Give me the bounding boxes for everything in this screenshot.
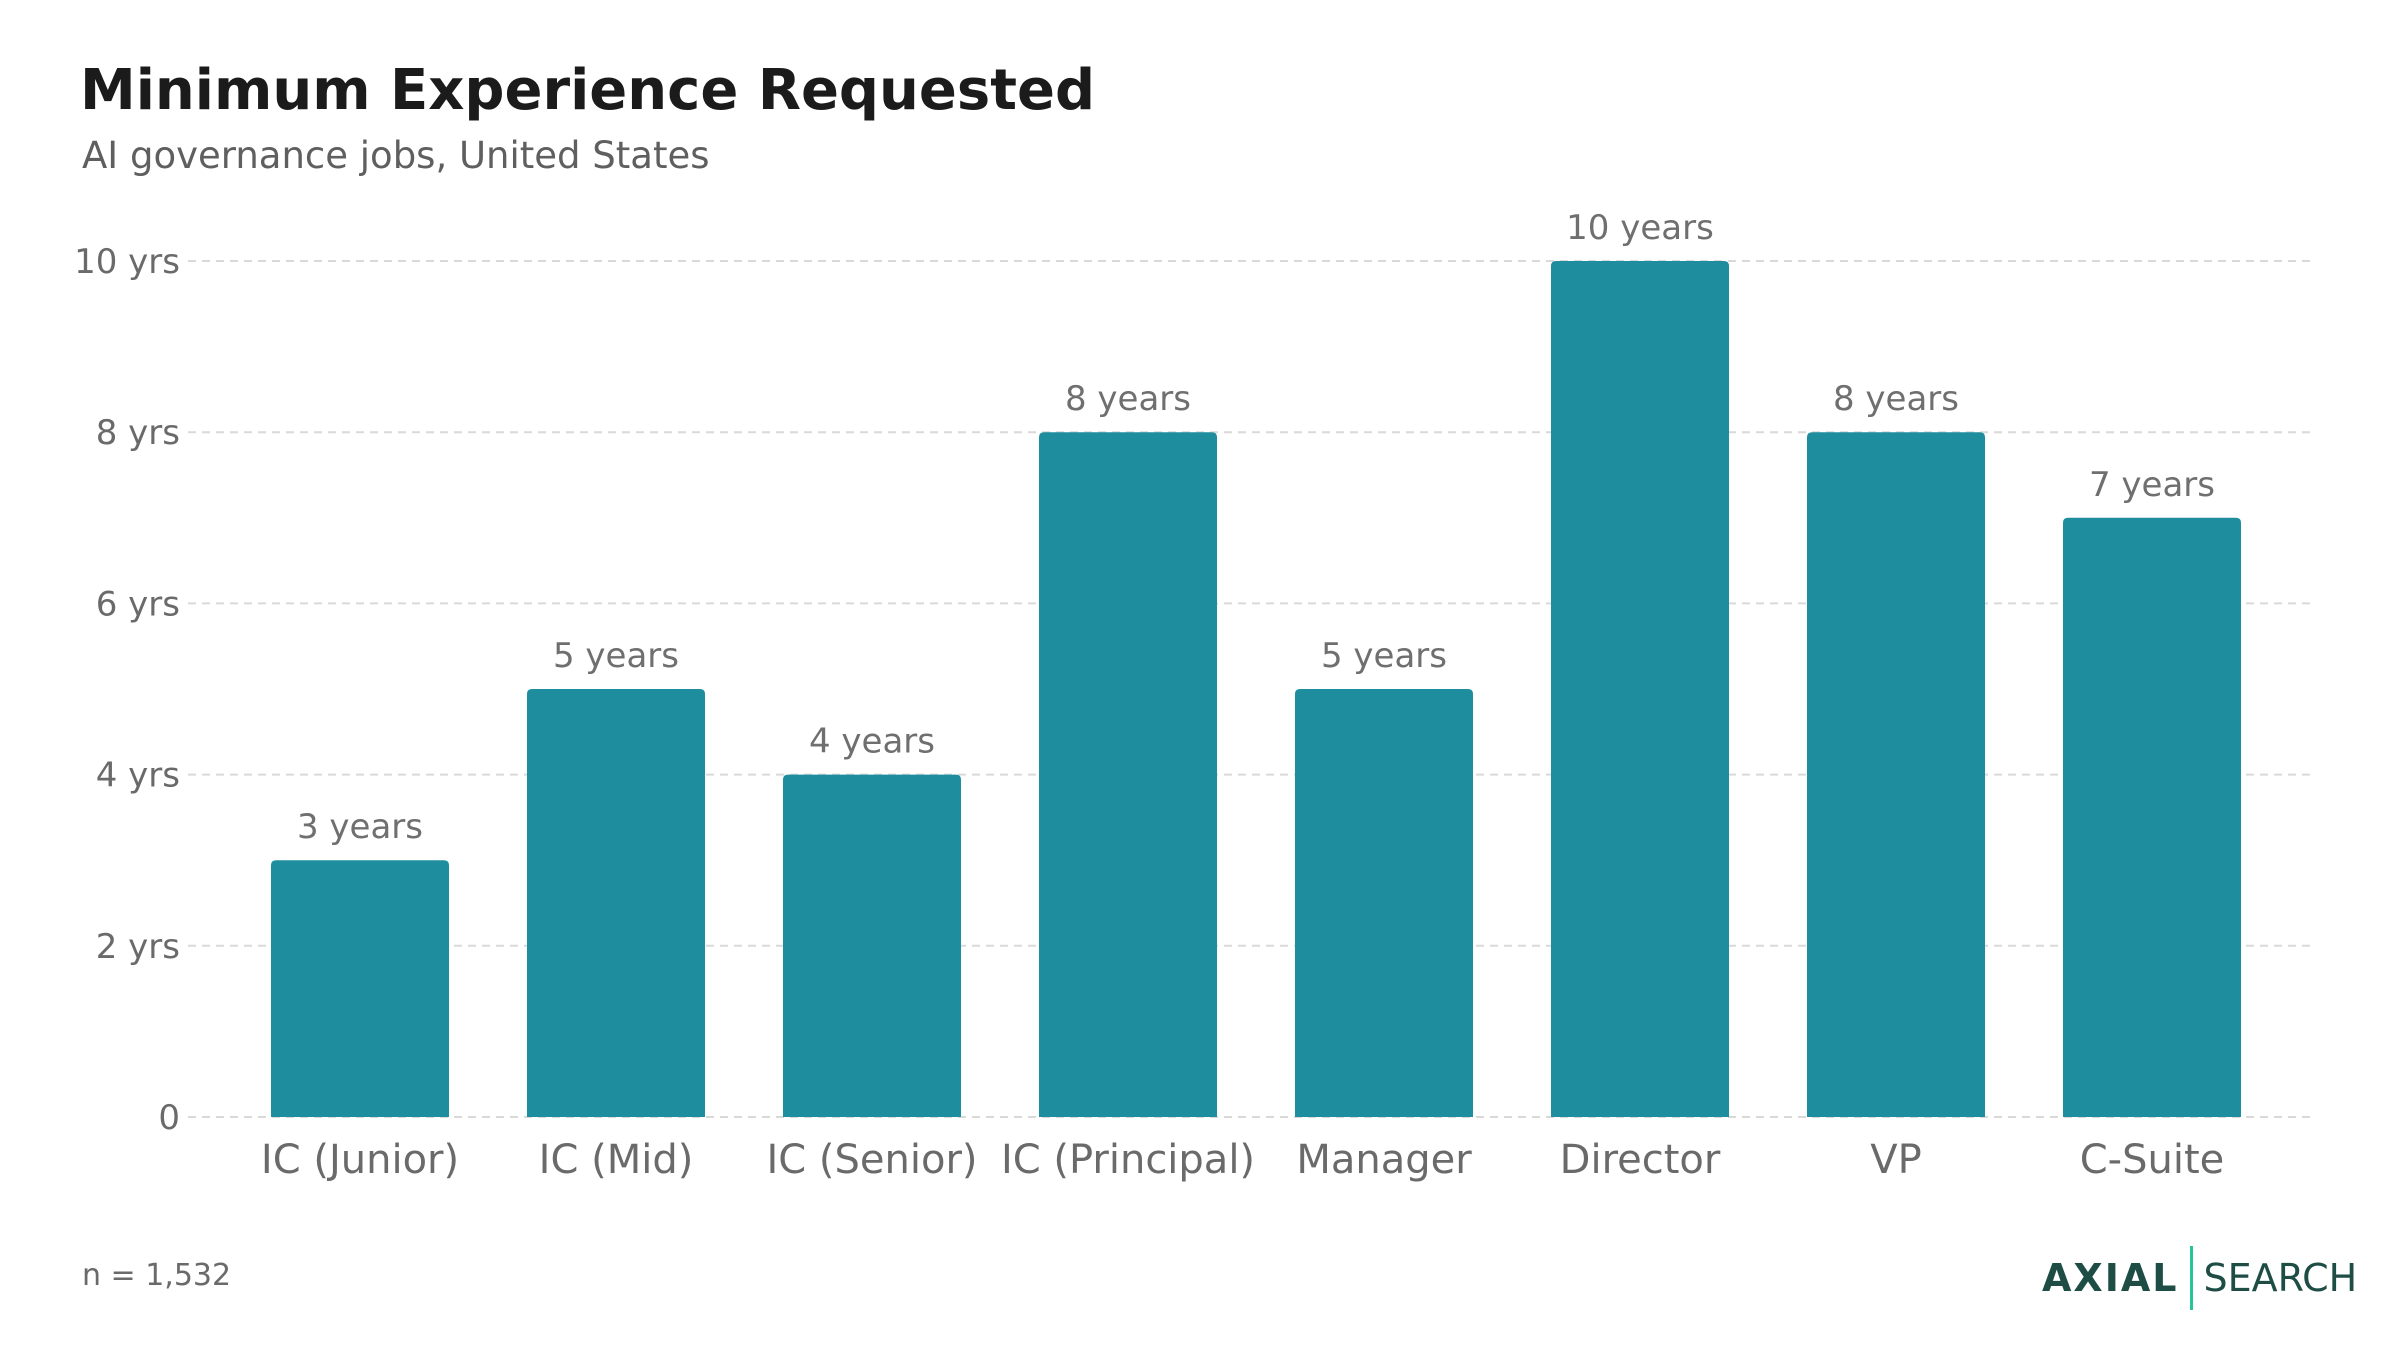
value-label: 8 years: [1065, 379, 1191, 419]
x-tick-label: IC (Junior): [261, 1137, 459, 1183]
value-label: 7 years: [2089, 465, 2215, 505]
logo-axial-text: AXIAL: [2042, 1256, 2179, 1300]
bars: [271, 261, 2241, 1117]
value-label: 5 years: [1321, 636, 1447, 676]
y-tick-label: 8 yrs: [96, 413, 180, 453]
value-label: 8 years: [1833, 379, 1959, 419]
axial-search-logo: AXIAL SEARCH: [2042, 1245, 2357, 1311]
x-tick-label: VP: [1870, 1137, 1921, 1183]
x-tick-label: Manager: [1296, 1137, 1472, 1183]
logo-search-text: SEARCH: [2203, 1256, 2358, 1300]
bar-ic-junior: [271, 860, 449, 1117]
y-tick-label: 0: [158, 1098, 180, 1138]
bar-ic-senior: [783, 774, 961, 1117]
y-tick-label: 2 yrs: [96, 927, 180, 967]
x-tick-label: IC (Senior): [766, 1137, 977, 1183]
value-labels: 3 years 5 years 4 years 8 years 5 years 10 ye…: [297, 208, 2215, 847]
bar-director: [1551, 261, 1729, 1117]
bar-ic-mid: [527, 689, 705, 1117]
y-axis-ticks: 0 2 yrs 4 yrs 6 yrs 8 yrs 10 yrs: [74, 242, 180, 1138]
y-tick-label: 6 yrs: [96, 584, 180, 624]
logo-divider: [2190, 1246, 2194, 1310]
y-tick-label: 10 yrs: [74, 242, 180, 282]
x-axis-ticks: IC (Junior) IC (Mid) IC (Senior) IC (Princi…: [261, 1137, 2224, 1183]
x-tick-label: IC (Principal): [1001, 1137, 1255, 1183]
bar-ic-principal: [1039, 432, 1217, 1117]
value-label: 4 years: [809, 722, 935, 762]
bar-vp: [1807, 432, 1985, 1117]
bar-manager: [1295, 689, 1473, 1117]
x-tick-label: C-Suite: [2080, 1137, 2225, 1183]
sample-size-note: n = 1,532: [82, 1258, 232, 1293]
value-label: 3 years: [297, 807, 423, 847]
chart-title: Minimum Experience Requested: [80, 58, 1096, 123]
grid-layer: [188, 260, 2314, 1118]
x-tick-label: IC (Mid): [539, 1137, 694, 1183]
value-label: 10 years: [1566, 208, 1714, 248]
x-tick-label: Director: [1560, 1137, 1721, 1183]
value-label: 5 years: [553, 636, 679, 676]
y-tick-label: 4 yrs: [96, 756, 180, 796]
chart-subtitle: AI governance jobs, United States: [82, 134, 710, 177]
bar-c-suite: [2063, 517, 2241, 1117]
